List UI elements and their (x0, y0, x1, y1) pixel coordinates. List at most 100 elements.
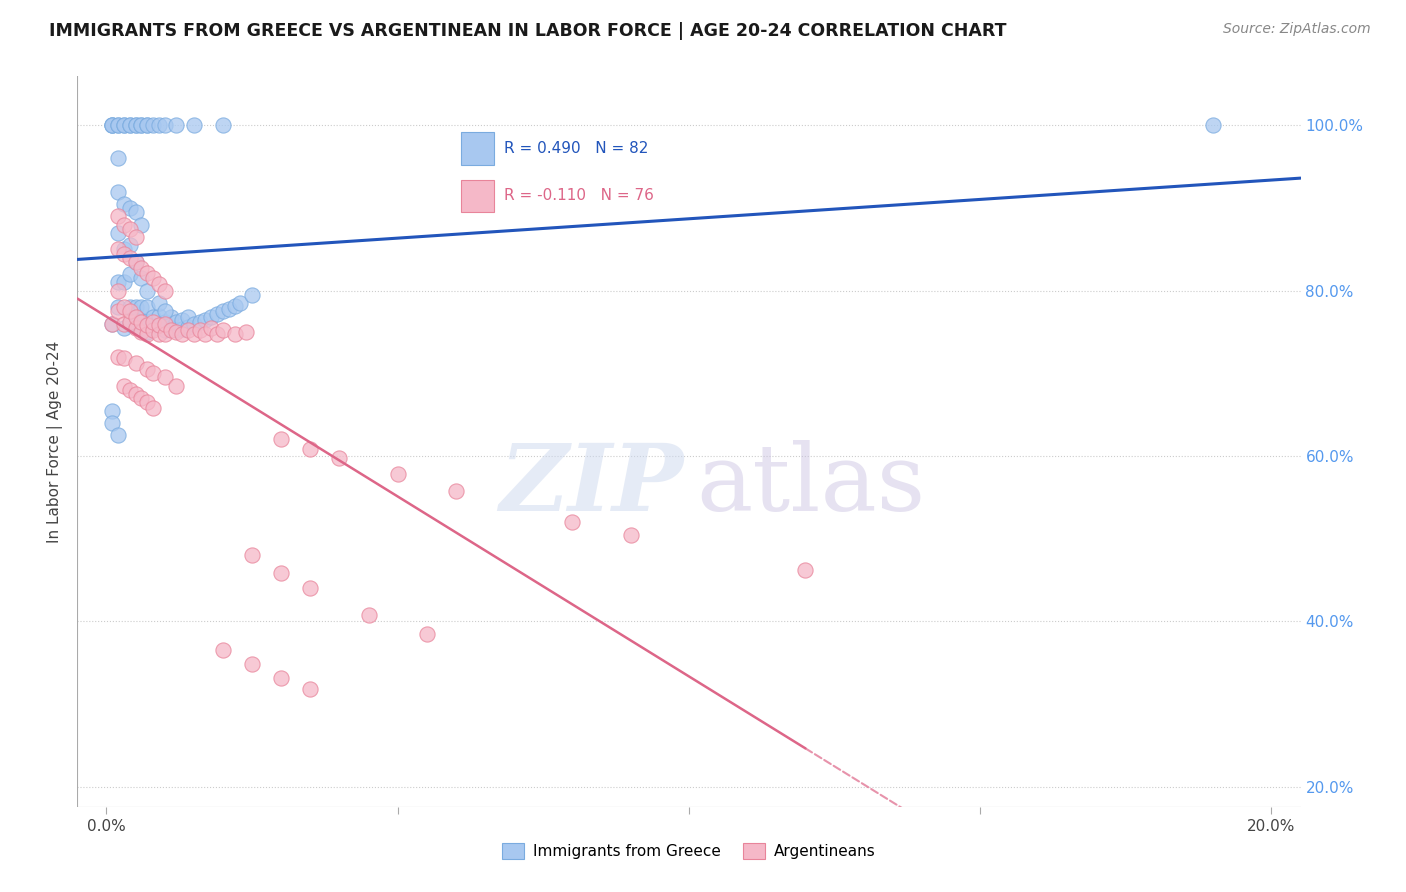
Point (177, 310, 200, 325)
Point (235, 325, 257, 339)
Point (107, 152, 129, 166)
Point (118, 251, 141, 265)
Point (118, 201, 141, 215)
Point (240, 548, 263, 562)
Point (172, 322, 194, 336)
Point (205, 326, 228, 341)
Point (118, 317, 141, 331)
Point (118, 267, 141, 281)
Point (136, 395, 159, 409)
Point (153, 317, 176, 331)
Point (124, 119, 146, 133)
Point (183, 119, 205, 133)
Point (136, 284, 159, 298)
Point (112, 378, 135, 392)
Point (153, 284, 176, 298)
Point (620, 527, 643, 541)
Point (148, 119, 170, 133)
Point (136, 300, 159, 314)
Point (131, 119, 153, 133)
Text: atlas: atlas (696, 441, 927, 531)
Point (153, 323, 176, 337)
Point (357, 607, 380, 622)
Point (183, 326, 205, 341)
Point (107, 226, 129, 240)
Point (148, 296, 170, 310)
Point (101, 416, 124, 430)
Point (142, 315, 165, 329)
Point (107, 428, 129, 442)
Point (136, 326, 159, 341)
Point (107, 243, 129, 257)
Text: ZIP: ZIP (499, 441, 683, 531)
Point (148, 326, 170, 341)
Point (153, 315, 176, 329)
Point (200, 321, 222, 335)
Point (131, 315, 153, 329)
Point (153, 370, 176, 384)
Point (107, 276, 129, 290)
Point (112, 317, 135, 331)
Point (1202, 119, 1225, 133)
Point (142, 310, 165, 325)
Point (107, 119, 129, 133)
Point (212, 304, 235, 318)
Point (136, 318, 159, 333)
Point (101, 403, 124, 417)
Point (142, 271, 165, 285)
Point (112, 243, 135, 257)
Point (172, 312, 194, 326)
Point (107, 350, 129, 364)
Point (188, 315, 211, 329)
Point (112, 321, 135, 335)
Point (183, 317, 205, 331)
Point (124, 254, 146, 268)
Text: Source: ZipAtlas.com: Source: ZipAtlas.com (1223, 22, 1371, 37)
Point (194, 326, 217, 341)
Point (200, 310, 222, 325)
Point (299, 581, 322, 595)
Point (270, 566, 292, 581)
Point (124, 300, 146, 314)
Point (131, 325, 153, 339)
Point (101, 317, 124, 331)
Point (124, 254, 146, 268)
Point (328, 450, 350, 465)
Point (159, 310, 181, 325)
Point (153, 304, 176, 318)
Point (131, 218, 153, 232)
Point (159, 323, 181, 337)
Point (124, 356, 146, 370)
Point (131, 391, 153, 405)
Point (224, 299, 246, 313)
Point (142, 321, 165, 335)
Point (165, 323, 187, 337)
Point (229, 296, 252, 310)
Point (124, 230, 146, 244)
Point (194, 312, 217, 326)
Point (131, 271, 153, 285)
Point (136, 119, 159, 133)
Point (299, 682, 322, 697)
Point (131, 260, 153, 275)
Point (124, 321, 146, 335)
Point (118, 238, 141, 252)
Point (136, 362, 159, 376)
Point (118, 300, 141, 314)
Point (107, 119, 129, 133)
Point (107, 185, 129, 199)
Legend: Immigrants from Greece, Argentineans: Immigrants from Greece, Argentineans (496, 838, 882, 865)
Point (136, 317, 159, 331)
Point (118, 119, 141, 133)
Point (124, 317, 146, 331)
Point (112, 119, 135, 133)
Point (118, 315, 141, 329)
Point (107, 210, 129, 224)
Point (159, 321, 181, 335)
Point (270, 433, 292, 447)
Point (101, 119, 124, 133)
Point (224, 326, 246, 341)
Point (112, 246, 135, 260)
Point (112, 218, 135, 232)
Point (148, 277, 170, 291)
